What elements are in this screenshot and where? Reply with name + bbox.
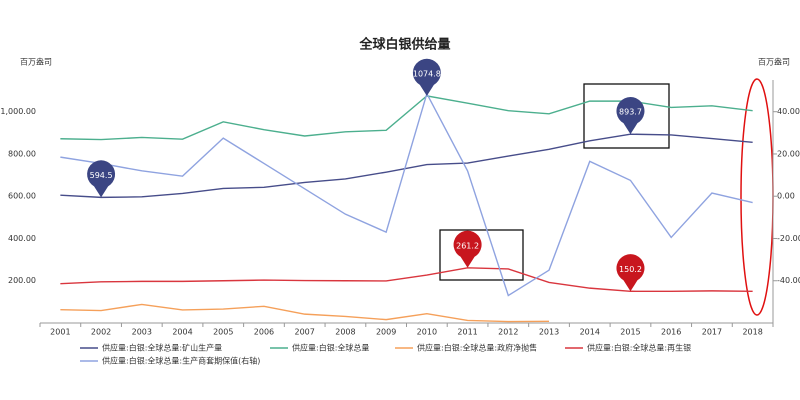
x-tick-label: 2015 — [620, 328, 640, 337]
x-tick-label: 2016 — [661, 328, 681, 337]
legend-label: 供应量:白银:全球总量:生产商套期保值(右轴) — [102, 356, 260, 366]
value-label: 150.2 — [619, 265, 642, 274]
x-tick-label: 2012 — [498, 328, 518, 337]
highlight-box — [583, 83, 670, 149]
legend-label: 供应量:白银:全球总量:政府净抛售 — [417, 343, 537, 353]
legend-label: 供应量:白银:全球总量:再生银 — [587, 343, 691, 353]
series-line — [60, 133, 753, 199]
y2-tick-label: -40.00 — [777, 276, 800, 285]
y2-tick-label: 20.00 — [777, 149, 800, 158]
x-tick-label: 2002 — [91, 328, 111, 337]
x-tick-label: 2018 — [742, 328, 762, 337]
y2-tick-label: 40.00 — [777, 107, 800, 116]
x-tick-label: 2008 — [335, 328, 355, 337]
x-tick-label: 2013 — [539, 328, 559, 337]
value-pin — [412, 58, 441, 96]
value-label: 1074.8 — [413, 69, 441, 78]
y2-unit: 百万盎司 — [758, 57, 790, 67]
y2-tick-label: -20.00 — [777, 234, 800, 243]
y-unit: 百万盎司 — [20, 57, 52, 67]
value-pin — [87, 160, 116, 198]
x-tick-label: 2001 — [50, 328, 70, 337]
x-tick-label: 2014 — [580, 328, 600, 337]
value-pin — [616, 254, 645, 292]
x-tick-label: 2003 — [132, 328, 152, 337]
x-tick-label: 2007 — [295, 328, 315, 337]
series-line — [60, 95, 753, 141]
y-tick-label: 200.00 — [8, 276, 36, 285]
y-tick-label: 1,000.00 — [0, 107, 36, 116]
x-tick-label: 2005 — [213, 328, 233, 337]
x-tick-label: 2010 — [417, 328, 437, 337]
value-label: 261.2 — [456, 241, 479, 250]
legend-label: 供应量:白银:全球总量 — [292, 343, 369, 353]
series-line — [60, 91, 753, 297]
x-tick-label: 2009 — [376, 328, 396, 337]
highlight-ellipse — [740, 78, 774, 316]
x-tick-label: 2006 — [254, 328, 274, 337]
x-tick-label: 2004 — [172, 328, 192, 337]
value-pin — [453, 230, 482, 268]
y2-tick-label: 0.00 — [777, 192, 795, 201]
y-tick-label: 800.00 — [8, 149, 36, 158]
x-tick-label: 2017 — [702, 328, 722, 337]
value-label: 893.7 — [619, 108, 642, 117]
highlight-box — [439, 229, 524, 281]
legend-label: 供应量:白银:全球总量:矿山生产量 — [102, 343, 222, 353]
series-line — [60, 303, 550, 323]
x-tick-label: 2011 — [457, 328, 477, 337]
value-pin — [616, 97, 645, 135]
chart-title: 全球白银供给量 — [358, 37, 450, 53]
y-tick-label: 400.00 — [8, 234, 36, 243]
series-line — [60, 267, 753, 293]
y-tick-label: 600.00 — [8, 192, 36, 201]
value-label: 594.5 — [90, 171, 113, 180]
